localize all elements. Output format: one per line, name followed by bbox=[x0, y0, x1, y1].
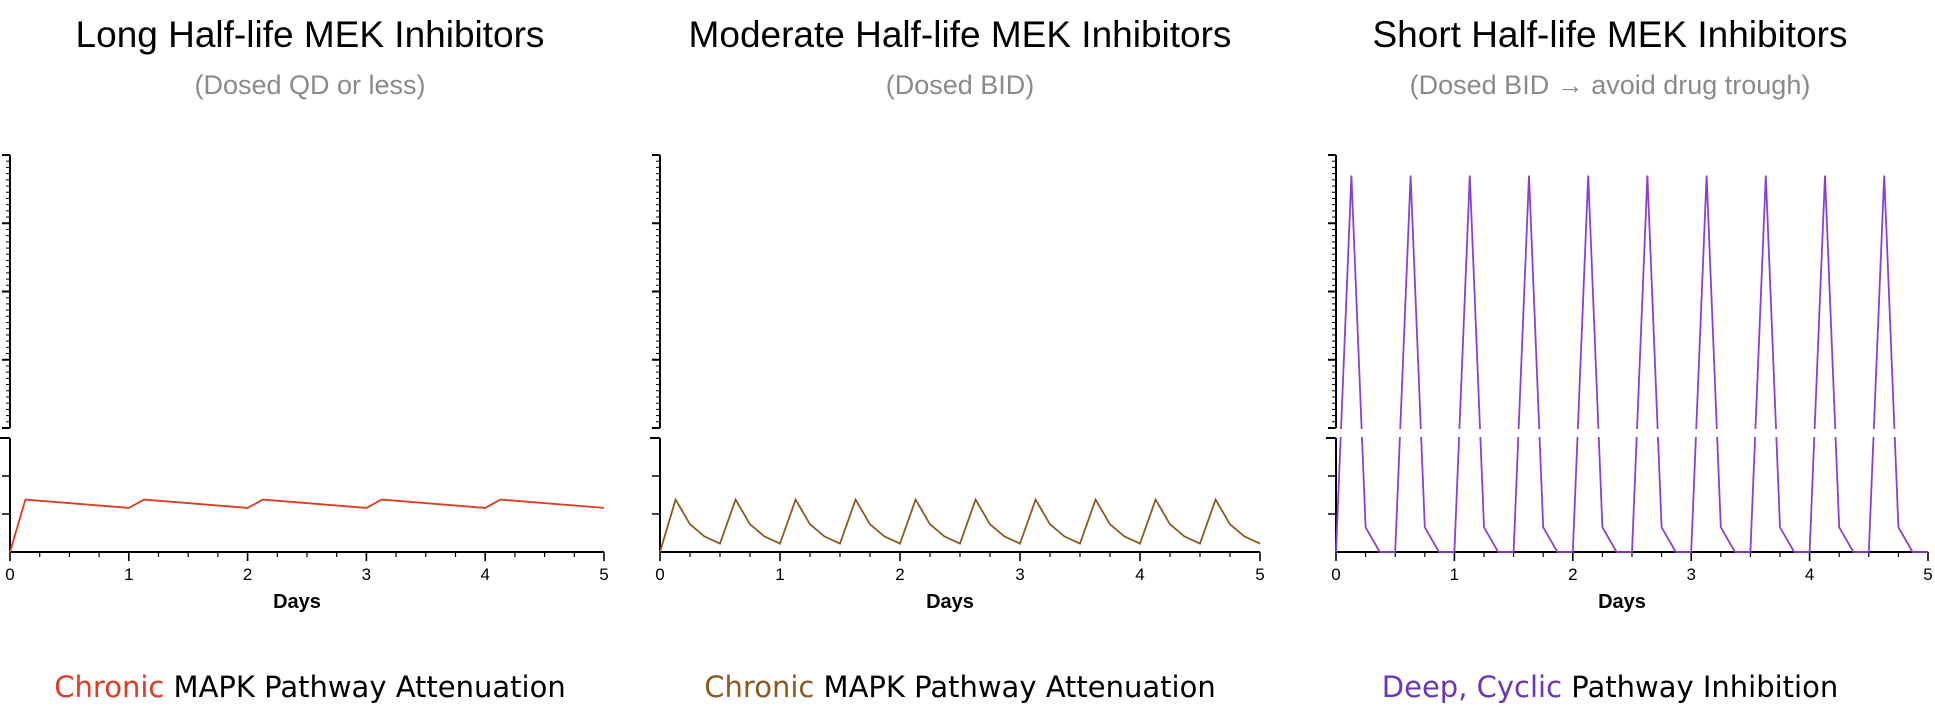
chart-title: Short Half-life MEK Inhibitors bbox=[1372, 14, 1848, 55]
chart-2: 0 1 2 3 4 5 Days bbox=[650, 154, 1265, 613]
x-tick-label: 3 bbox=[362, 565, 371, 584]
chart-subtitle: (Dosed QD or less) bbox=[194, 70, 426, 100]
series-line bbox=[9, 498, 605, 553]
chart-3: 0 1 2 3 4 5 Days bbox=[1326, 154, 1933, 613]
x-tick-label: 4 bbox=[1805, 565, 1814, 584]
x-tick-label: 1 bbox=[775, 565, 784, 584]
x-tick-label: 4 bbox=[480, 565, 489, 584]
chart-caption: Chronic MAPK Pathway Attenuation bbox=[650, 670, 1270, 704]
x-tick-label: 0 bbox=[655, 565, 664, 584]
x-tick-label: 1 bbox=[1450, 565, 1459, 584]
x-tick-label: 2 bbox=[243, 565, 252, 584]
series-line bbox=[1335, 175, 1928, 553]
x-tick-label: 5 bbox=[1923, 565, 1932, 584]
chart-subtitle: (Dosed BID → avoid drug trough) bbox=[1409, 70, 1811, 100]
x-tick-label: 2 bbox=[1568, 565, 1577, 584]
x-tick-label: 3 bbox=[1015, 565, 1024, 584]
chart-caption: Chronic MAPK Pathway Attenuation bbox=[0, 670, 620, 704]
x-tick-label: 3 bbox=[1686, 565, 1695, 584]
caption-highlight: Deep, Cyclic bbox=[1381, 670, 1563, 704]
chart-caption: Deep, Cyclic Pathway Inhibition bbox=[1300, 670, 1920, 704]
axis-break-gap bbox=[1338, 429, 1930, 437]
caption-text: MAPK Pathway Attenuation bbox=[814, 670, 1216, 704]
x-tick-label: 5 bbox=[1255, 565, 1264, 584]
axis-break-gap bbox=[662, 429, 1262, 437]
chart-title: Moderate Half-life MEK Inhibitors bbox=[688, 14, 1232, 55]
x-tick-label: 4 bbox=[1135, 565, 1144, 584]
x-axis-title: Days bbox=[1598, 591, 1646, 613]
chart-title: Long Half-life MEK Inhibitors bbox=[75, 14, 545, 55]
caption-text: Pathway Inhibition bbox=[1562, 670, 1839, 704]
caption-highlight: Chronic bbox=[54, 670, 165, 704]
chart-1: 0 1 2 3 4 5 Days bbox=[0, 154, 609, 613]
caption-highlight: Chronic bbox=[704, 670, 815, 704]
x-tick-label: 0 bbox=[1331, 565, 1340, 584]
chart-subtitle: (Dosed BID) bbox=[885, 70, 1035, 100]
axis-break-gap bbox=[12, 429, 606, 437]
caption-text: MAPK Pathway Attenuation bbox=[164, 670, 566, 704]
series-line bbox=[659, 497, 1261, 553]
x-tick-label: 0 bbox=[5, 565, 14, 584]
x-axis-title: Days bbox=[926, 591, 974, 613]
panel-long: Long Half-life MEK Inhibitors (Dosed QD … bbox=[0, 0, 620, 728]
x-tick-label: 1 bbox=[124, 565, 133, 584]
x-axis-title: Days bbox=[273, 591, 321, 613]
panel-moderate: Moderate Half-life MEK Inhibitors (Dosed… bbox=[650, 0, 1270, 728]
x-tick-label: 5 bbox=[599, 565, 608, 584]
panel-short: Short Half-life MEK Inhibitors (Dosed BI… bbox=[1300, 0, 1920, 728]
x-tick-label: 2 bbox=[895, 565, 904, 584]
